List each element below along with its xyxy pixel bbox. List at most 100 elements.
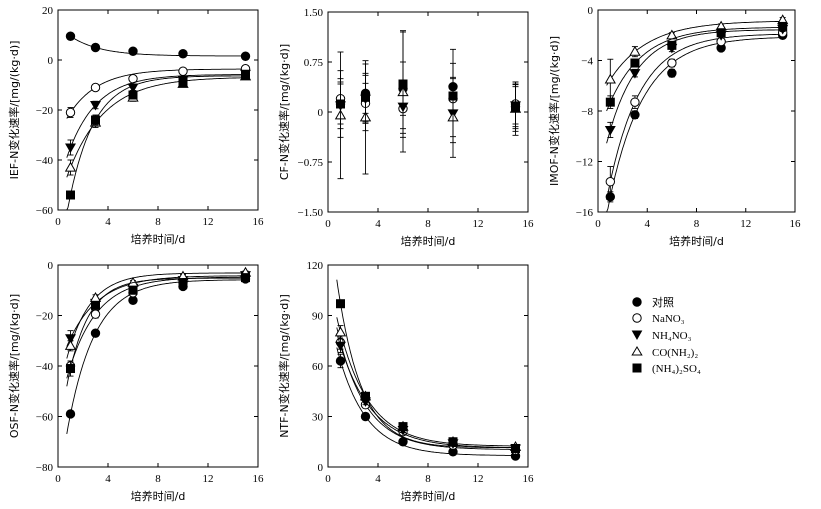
y-tick-label: −4 [581, 56, 593, 68]
x-tick-label: 0 [325, 473, 331, 485]
legend: 对照 NaNO₃ NH₄NO₃ CO(NH₂)₂ (NH₄)₂SO₄ [631, 295, 701, 375]
x-tick-label: 12 [473, 473, 484, 485]
x-axis-label: 培养时间/d [131, 489, 186, 503]
x-axis-label: 培养时间/d [669, 234, 724, 248]
fit-curve [336, 332, 518, 449]
data-point [240, 51, 251, 61]
y-tick-label: −40 [36, 155, 54, 167]
panel-imof-n: 0 4 8 12 16 −16 −12 −8 −4 0 培养时间/d IMOF-N变化速率/[mg/(… [547, 5, 801, 248]
legend-label: CO(NH₂)₂ [652, 347, 698, 359]
plot-frame [597, 9, 796, 213]
data-point [334, 326, 347, 337]
series [65, 64, 251, 119]
data-point [716, 28, 726, 38]
legend-marker-filled-circle [632, 297, 642, 307]
data-point [90, 309, 101, 319]
data-point [667, 68, 677, 78]
data-point [65, 409, 76, 419]
legend-item-control: 对照 [632, 295, 674, 309]
data-point [398, 79, 408, 89]
series [65, 31, 251, 61]
data-point [90, 101, 101, 111]
series [605, 30, 788, 213]
y-tick-label: 30 [312, 412, 324, 424]
y-tick-label: 90 [312, 311, 324, 323]
x-tick-label: 8 [155, 216, 161, 228]
plot-frame [327, 264, 529, 468]
y-tick-label: 120 [307, 260, 324, 272]
y-axis-label: CF-N变化速率/[mg/(kg·d)] [277, 44, 291, 180]
data-point [604, 73, 616, 84]
fit-curve [66, 75, 248, 211]
legend-item-ammonium-sulfate: (NH₄)₂SO₄ [632, 363, 701, 375]
y-tick-label: −8 [581, 106, 593, 118]
x-axis-label: 培养时间/d [131, 232, 186, 246]
y-tick-label: −60 [36, 412, 54, 424]
data-point [361, 92, 370, 102]
x-tick-label: 8 [425, 473, 431, 485]
x-tick-label: 16 [253, 216, 265, 228]
x-tick-label: 0 [325, 218, 331, 230]
y-tick-label: −0.75 [298, 157, 324, 169]
panel-ief-n: 0 4 8 12 16 −60 −40 −20 0 20 培养时间/d IEF-N变化速率/[mg/(… [7, 5, 264, 246]
data-point [178, 278, 188, 288]
data-point [127, 83, 139, 94]
legend-label: 对照 [652, 295, 674, 309]
y-axis-label: NTF-N变化速率/[mg/(kg·d)] [277, 294, 291, 438]
x-tick-label: 16 [523, 218, 535, 230]
legend-label: NaNO₃ [652, 313, 685, 325]
legend-label: NH₄NO₃ [652, 330, 692, 342]
data-point [605, 177, 616, 187]
series [605, 21, 788, 112]
data-point [336, 299, 345, 309]
data-point [90, 328, 101, 338]
y-tick-label: 60 [312, 361, 324, 373]
x-tick-label: 12 [740, 218, 751, 230]
data-point [448, 91, 458, 101]
x-tick-label: 12 [203, 473, 214, 485]
x-tick-label: 4 [375, 218, 381, 230]
x-tick-label: 4 [105, 473, 111, 485]
fit-curve [66, 276, 248, 379]
y-tick-label: 20 [42, 5, 54, 17]
plot-frame [57, 264, 259, 468]
data-point [630, 97, 640, 107]
series [65, 271, 251, 379]
data-point [178, 78, 188, 87]
data-point [511, 103, 520, 113]
y-tick-label: 1.50 [304, 7, 324, 19]
data-point [630, 110, 640, 120]
y-tick-label: 0 [318, 462, 324, 474]
data-point [335, 341, 346, 352]
data-point [178, 49, 188, 59]
data-point [90, 82, 101, 93]
data-point [667, 58, 677, 68]
fit-curve [336, 279, 518, 449]
data-point [66, 364, 75, 374]
y-tick-label: −20 [36, 105, 54, 117]
x-axis-label: 培养时间/d [401, 489, 456, 503]
fit-curve [336, 327, 518, 450]
data-point [128, 285, 138, 295]
panel-cf-n: 0 4 8 12 16 −1.50 −0.75 0 0.75 1.50 培养时间/d CF-N变化速率… [277, 7, 534, 248]
y-tick-label: −16 [576, 207, 594, 219]
data-point [778, 21, 788, 31]
legend-marker-open-circle [632, 313, 642, 323]
series [604, 24, 789, 144]
data-point [335, 356, 346, 366]
plot-frame [57, 9, 259, 211]
legend-item-nh4no3: NH₄NO₃ [631, 330, 692, 342]
plot-frame [327, 11, 529, 213]
y-tick-label: −12 [576, 157, 593, 169]
data-point [65, 143, 76, 154]
series [336, 30, 520, 144]
data-point [128, 90, 138, 100]
data-point [667, 40, 677, 50]
data-point [629, 45, 641, 56]
x-tick-label: 16 [253, 473, 265, 485]
x-tick-label: 16 [790, 218, 802, 230]
data-point [66, 190, 75, 200]
x-tick-label: 12 [473, 218, 484, 230]
data-point [178, 66, 188, 76]
